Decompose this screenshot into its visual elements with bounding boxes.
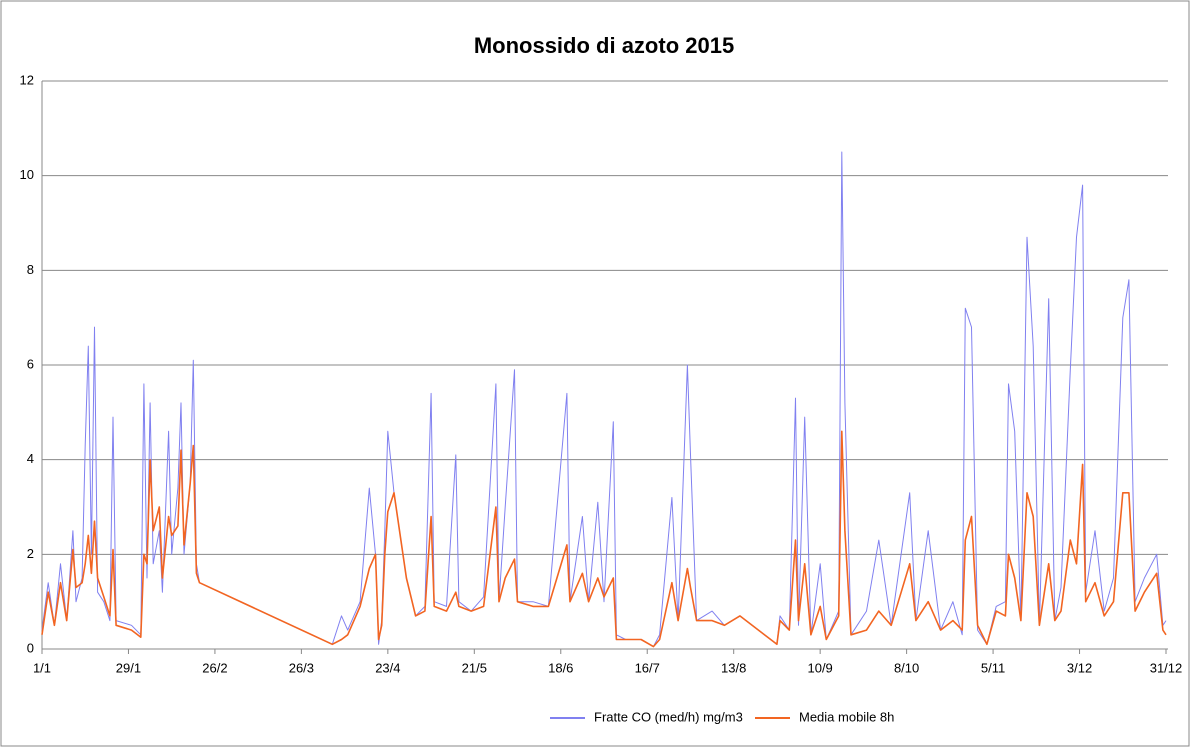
x-tick-label: 23/4: [375, 660, 400, 675]
x-tick-label: 13/8: [721, 660, 746, 675]
x-tick-label: 29/1: [116, 660, 141, 675]
legend-label: Fratte CO (med/h) mg/m3: [594, 709, 743, 724]
x-tick-label: 31/12: [1150, 660, 1183, 675]
y-tick-label: 2: [27, 546, 34, 561]
chart-title: Monossido di azoto 2015: [474, 33, 734, 58]
legend-label: Media mobile 8h: [799, 709, 894, 724]
x-tick-label: 26/3: [289, 660, 314, 675]
y-tick-label: 4: [27, 451, 34, 466]
x-tick-label: 26/2: [202, 660, 227, 675]
x-tick-label: 18/6: [548, 660, 573, 675]
x-tick-label: 8/10: [894, 660, 919, 675]
x-tick-label: 10/9: [807, 660, 832, 675]
x-tick-label: 5/11: [981, 660, 1005, 675]
y-tick-label: 8: [27, 262, 34, 277]
y-tick-label: 10: [20, 167, 34, 182]
y-tick-label: 6: [27, 356, 34, 371]
x-tick-label: 1/1: [33, 660, 51, 675]
y-tick-label: 0: [27, 640, 34, 655]
x-tick-label: 21/5: [462, 660, 487, 675]
series-line: [41, 151, 1167, 648]
x-tick-label: 3/12: [1067, 660, 1092, 675]
y-tick-label: 12: [20, 72, 34, 87]
x-tick-label: 16/7: [635, 660, 660, 675]
series-line: [41, 430, 1167, 648]
